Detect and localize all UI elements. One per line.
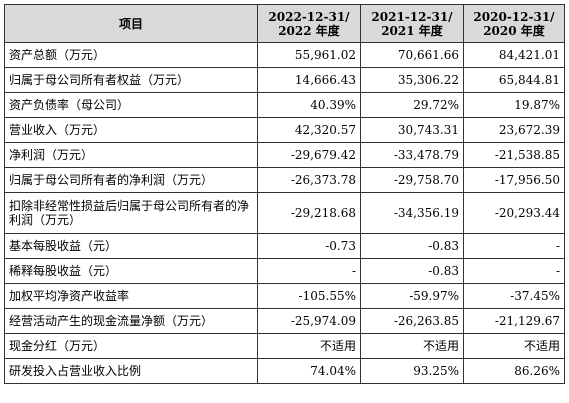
row-label: 归属于母公司所有者的净利润（万元） bbox=[4, 167, 258, 193]
table-row: 归属于母公司所有者权益（万元） 14,666.43 35,306.22 65,8… bbox=[4, 67, 565, 93]
table-header-row: 项目 2022-12-31/ 2022 年度 2021-12-31/ 2021 … bbox=[4, 4, 565, 43]
table-row: 研发投入占营业收入比例 74.04% 93.25% 86.26% bbox=[4, 358, 565, 384]
table-row: 资产负债率（母公司） 40.39% 29.72% 19.87% bbox=[4, 92, 565, 118]
cell-2022: 55,961.02 bbox=[257, 42, 361, 68]
row-label: 研发投入占营业收入比例 bbox=[4, 358, 258, 384]
cell-2022: 40.39% bbox=[257, 92, 361, 118]
cell-2021: -59.97% bbox=[360, 283, 464, 309]
table-row: 基本每股收益（元） -0.73 -0.83 - bbox=[4, 233, 565, 259]
row-label: 现金分红（万元） bbox=[4, 333, 258, 359]
cell-2020: 84,421.01 bbox=[463, 42, 565, 68]
row-label: 净利润（万元） bbox=[4, 142, 258, 168]
cell-2021: -29,758.70 bbox=[360, 167, 464, 193]
row-label: 资产负债率（母公司） bbox=[4, 92, 258, 118]
cell-2022: 14,666.43 bbox=[257, 67, 361, 93]
cell-2021: -33,478.79 bbox=[360, 142, 464, 168]
cell-2020: -21,129.67 bbox=[463, 308, 565, 334]
cell-2022: -26,373.78 bbox=[257, 167, 361, 193]
row-label: 加权平均净资产收益率 bbox=[4, 283, 258, 309]
cell-2022: -105.55% bbox=[257, 283, 361, 309]
table-row: 扣除非经常性损益后归属于母公司所有者的净利润（万元） -29,218.68 -3… bbox=[4, 192, 565, 234]
table-row: 稀释每股收益（元） - -0.83 - bbox=[4, 258, 565, 284]
table-row: 加权平均净资产收益率 -105.55% -59.97% -37.45% bbox=[4, 283, 565, 309]
table-row: 经营活动产生的现金流量净额（万元） -25,974.09 -26,263.85 … bbox=[4, 308, 565, 334]
cell-2021: -0.83 bbox=[360, 233, 464, 259]
cell-2022: 42,320.57 bbox=[257, 117, 361, 143]
table-row: 净利润（万元） -29,679.42 -33,478.79 -21,538.85 bbox=[4, 142, 565, 168]
header-2020: 2020-12-31/ 2020 年度 bbox=[463, 4, 565, 43]
row-label: 营业收入（万元） bbox=[4, 117, 258, 143]
row-label: 扣除非经常性损益后归属于母公司所有者的净利润（万元） bbox=[4, 192, 258, 234]
cell-2021: 30,743.31 bbox=[360, 117, 464, 143]
cell-2020: 65,844.81 bbox=[463, 67, 565, 93]
row-label: 归属于母公司所有者权益（万元） bbox=[4, 67, 258, 93]
cell-2020: 19.87% bbox=[463, 92, 565, 118]
cell-2021: -0.83 bbox=[360, 258, 464, 284]
table-row: 资产总额（万元） 55,961.02 70,661.66 84,421.01 bbox=[4, 42, 565, 68]
cell-2020: -20,293.44 bbox=[463, 192, 565, 234]
cell-2021: 93.25% bbox=[360, 358, 464, 384]
cell-2020: -17,956.50 bbox=[463, 167, 565, 193]
cell-2021: -26,263.85 bbox=[360, 308, 464, 334]
cell-2022: -0.73 bbox=[257, 233, 361, 259]
cell-2021: 29.72% bbox=[360, 92, 464, 118]
cell-2020: 23,672.39 bbox=[463, 117, 565, 143]
financial-summary-table: 项目 2022-12-31/ 2022 年度 2021-12-31/ 2021 … bbox=[4, 4, 565, 384]
cell-2021: 70,661.66 bbox=[360, 42, 464, 68]
table-row: 归属于母公司所有者的净利润（万元） -26,373.78 -29,758.70 … bbox=[4, 167, 565, 193]
cell-2022: -25,974.09 bbox=[257, 308, 361, 334]
cell-2020: - bbox=[463, 258, 565, 284]
row-label: 资产总额（万元） bbox=[4, 42, 258, 68]
cell-2022: - bbox=[257, 258, 361, 284]
header-item: 项目 bbox=[4, 4, 258, 43]
table-body: 资产总额（万元） 55,961.02 70,661.66 84,421.01 归… bbox=[4, 42, 565, 384]
cell-2022: 不适用 bbox=[257, 333, 361, 359]
header-2021: 2021-12-31/ 2021 年度 bbox=[360, 4, 464, 43]
row-label: 基本每股收益（元） bbox=[4, 233, 258, 259]
cell-2020: -21,538.85 bbox=[463, 142, 565, 168]
table-row: 营业收入（万元） 42,320.57 30,743.31 23,672.39 bbox=[4, 117, 565, 143]
cell-2020: -37.45% bbox=[463, 283, 565, 309]
table-row: 现金分红（万元） 不适用 不适用 不适用 bbox=[4, 333, 565, 359]
cell-2020: 86.26% bbox=[463, 358, 565, 384]
row-label: 经营活动产生的现金流量净额（万元） bbox=[4, 308, 258, 334]
cell-2021: 35,306.22 bbox=[360, 67, 464, 93]
cell-2022: -29,218.68 bbox=[257, 192, 361, 234]
row-label: 稀释每股收益（元） bbox=[4, 258, 258, 284]
header-2022: 2022-12-31/ 2022 年度 bbox=[257, 4, 361, 43]
cell-2022: 74.04% bbox=[257, 358, 361, 384]
cell-2020: - bbox=[463, 233, 565, 259]
financial-table-container: 项目 2022-12-31/ 2022 年度 2021-12-31/ 2021 … bbox=[4, 4, 565, 384]
cell-2022: -29,679.42 bbox=[257, 142, 361, 168]
cell-2021: -34,356.19 bbox=[360, 192, 464, 234]
cell-2021: 不适用 bbox=[360, 333, 464, 359]
cell-2020: 不适用 bbox=[463, 333, 565, 359]
